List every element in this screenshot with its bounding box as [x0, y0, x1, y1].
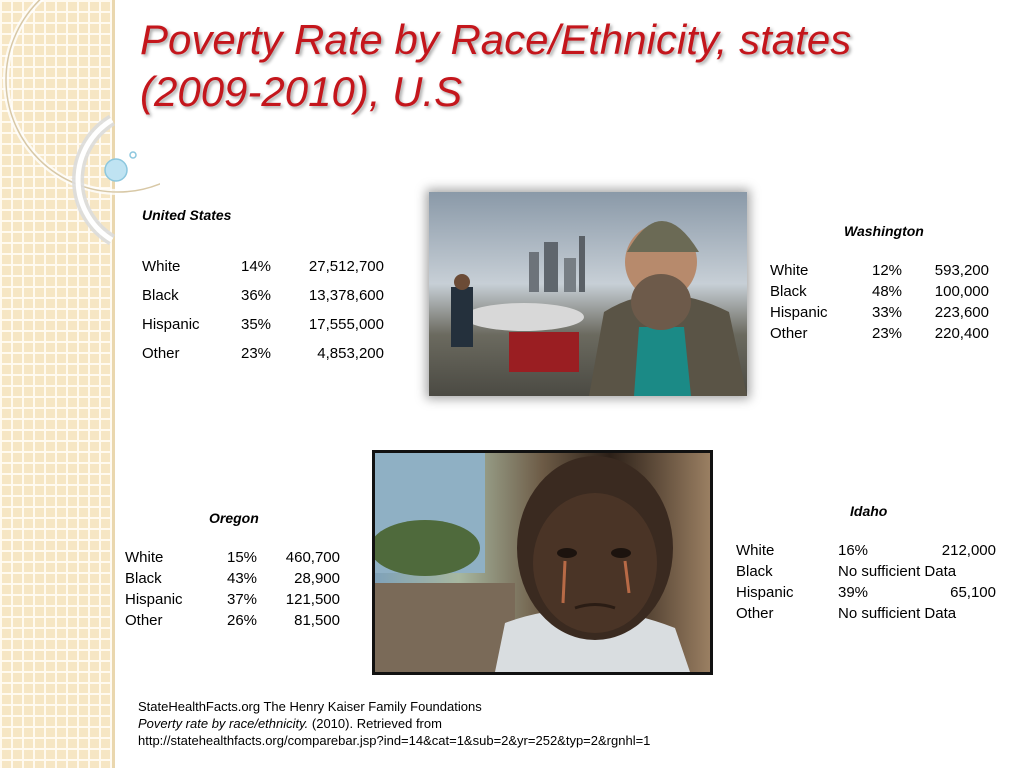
count-value: 13,378,600	[308, 287, 384, 304]
count-value: 17,555,000	[308, 316, 384, 333]
count-value: 4,853,200	[317, 345, 384, 362]
group-label: Hispanic	[142, 316, 200, 333]
table-row: Hispanic 33% 223,600	[770, 304, 1000, 325]
table-row: Black 48% 100,000	[770, 283, 1000, 304]
group-label: White	[770, 262, 809, 279]
pct-value: 15%	[227, 549, 258, 566]
united-states-table: United States White 14% 27,512,700 Black 36…	[142, 207, 402, 374]
group-label: Other	[125, 612, 163, 629]
group-label: Other	[142, 345, 180, 362]
group-label: Hispanic	[770, 304, 828, 321]
source-retrieved: (2010). Retrieved from	[308, 716, 442, 731]
count-value: 220,400	[934, 325, 989, 342]
source-line-1: StateHealthFacts.org The Henry Kaiser Fa…	[138, 699, 482, 714]
group-label: Hispanic	[736, 584, 794, 601]
count-value: 81,500	[294, 612, 340, 629]
idaho-table: Idaho White 16% 212,000 Black No sufficient…	[736, 503, 1006, 626]
pct-value: 37%	[227, 591, 258, 608]
table-row: White 16% 212,000	[736, 542, 1006, 563]
group-label: White	[142, 258, 181, 275]
title-line-2: (2009-2010), U.S	[140, 68, 463, 115]
idaho-heading: Idaho	[850, 503, 888, 519]
source-line-2: Poverty rate by race/ethnicity. (2010). …	[138, 715, 650, 732]
count-value: 27,512,700	[308, 258, 384, 275]
source-title: Poverty rate by race/ethnicity.	[138, 716, 309, 731]
decorative-circles	[3, 0, 160, 246]
table-row: Other No sufficient Data	[736, 605, 1006, 626]
crying-child-photo	[372, 450, 713, 675]
homeless-man-photo	[429, 192, 747, 396]
table-row: Black No sufficient Data	[736, 563, 1006, 584]
table-row: Hispanic 35% 17,555,000	[142, 316, 402, 345]
sidebar-divider	[112, 0, 115, 768]
pct-value: 33%	[872, 304, 903, 321]
table-row: Black 36% 13,378,600	[142, 287, 402, 316]
count-value: 460,700	[285, 549, 340, 566]
oregon-table: Oregon White 15% 460,700 Black 43% 28,900 Hi…	[125, 510, 350, 633]
group-label: Black	[736, 563, 773, 580]
count-value: 28,900	[294, 570, 340, 587]
washington-heading: Washington	[844, 223, 924, 239]
table-row: Black 43% 28,900	[125, 570, 350, 591]
group-label: Other	[736, 605, 774, 622]
pct-value: 16%	[838, 542, 869, 559]
slide-title: Poverty Rate by Race/Ethnicity, states (…	[140, 14, 900, 118]
united-states-heading: United States	[142, 207, 232, 223]
group-label: Black	[770, 283, 807, 300]
count-value: 212,000	[941, 542, 996, 559]
table-row: White 14% 27,512,700	[142, 258, 402, 287]
source-citation: StateHealthFacts.org The Henry Kaiser Fa…	[138, 698, 650, 749]
table-row: Hispanic 39% 65,100	[736, 584, 1006, 605]
pct-value: 14%	[241, 258, 272, 275]
count-value: 100,000	[934, 283, 989, 300]
group-label: Black	[142, 287, 179, 304]
oregon-heading: Oregon	[209, 510, 259, 526]
table-row: Other 23% 220,400	[770, 325, 1000, 346]
group-label: White	[125, 549, 164, 566]
pct-value: No sufficient Data	[838, 605, 957, 622]
pct-value: 35%	[241, 316, 272, 333]
pct-value: 39%	[838, 584, 869, 601]
pct-value: 12%	[872, 262, 903, 279]
count-value: 65,100	[950, 584, 996, 601]
washington-table: Washington White 12% 593,200 Black 48% 100,0…	[770, 223, 1000, 346]
pct-value: 23%	[872, 325, 903, 342]
pct-value: 43%	[227, 570, 258, 587]
pct-value: 48%	[872, 283, 903, 300]
count-value: 593,200	[934, 262, 989, 279]
source-url: http://statehealthfacts.org/comparebar.j…	[138, 733, 651, 748]
table-row: Other 26% 81,500	[125, 612, 350, 633]
group-label: Black	[125, 570, 162, 587]
pct-value: 26%	[227, 612, 258, 629]
table-row: White 12% 593,200	[770, 262, 1000, 283]
count-value: 121,500	[285, 591, 340, 608]
group-label: Hispanic	[125, 591, 183, 608]
table-row: Hispanic 37% 121,500	[125, 591, 350, 612]
pct-value: No sufficient Data	[838, 563, 957, 580]
pct-value: 23%	[241, 345, 272, 362]
table-row: White 15% 460,700	[125, 549, 350, 570]
group-label: Other	[770, 325, 808, 342]
title-line-1: Poverty Rate by Race/Ethnicity, states	[140, 16, 852, 63]
count-value: 223,600	[934, 304, 989, 321]
table-row: Other 23% 4,853,200	[142, 345, 402, 374]
pct-value: 36%	[241, 287, 272, 304]
group-label: White	[736, 542, 775, 559]
